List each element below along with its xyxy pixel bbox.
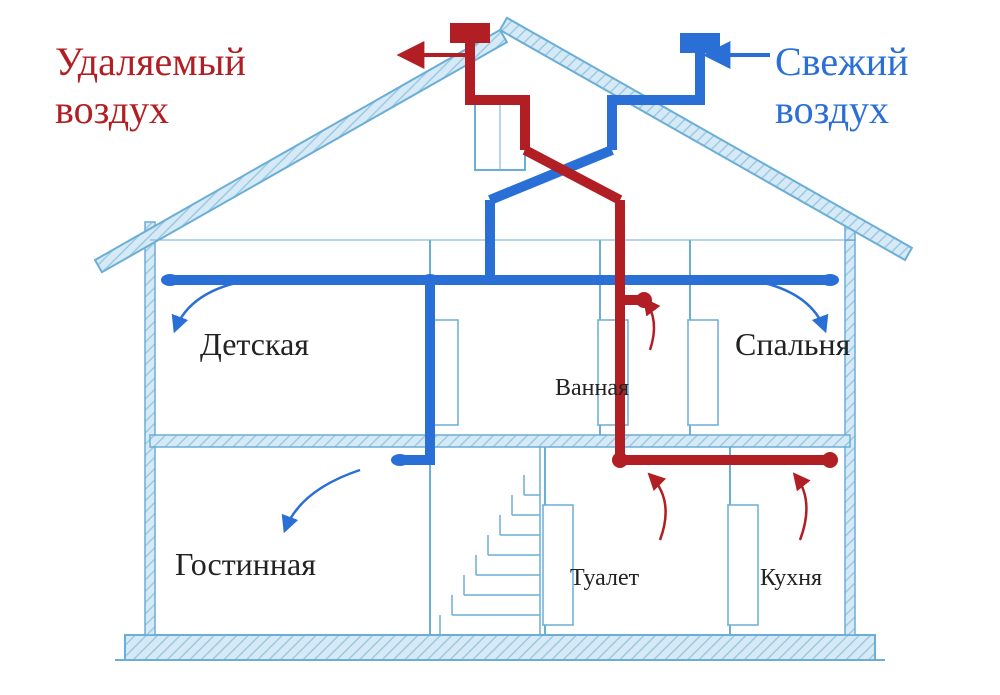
exhaust-title: воздух <box>55 87 169 132</box>
room-label-bedroom: Спальня <box>735 326 851 362</box>
supply-title: воздух <box>775 87 889 132</box>
room-label-toilet: Туалет <box>570 565 640 591</box>
room-label-bath: Ванная <box>555 375 629 401</box>
foundation <box>125 635 875 660</box>
room-label-kids: Детская <box>200 326 309 362</box>
exhaust-title: Удаляемый <box>55 39 246 84</box>
room-label-living: Гостинная <box>175 546 316 582</box>
supply-title: Свежий <box>775 39 909 84</box>
supply-drop <box>395 280 430 460</box>
ventilation-diagram: УдаляемыйвоздухСвежийвоздухДетскаяСпальн… <box>0 0 1000 695</box>
floor-slab <box>150 435 850 447</box>
room-label-kitchen: Кухня <box>760 565 822 591</box>
